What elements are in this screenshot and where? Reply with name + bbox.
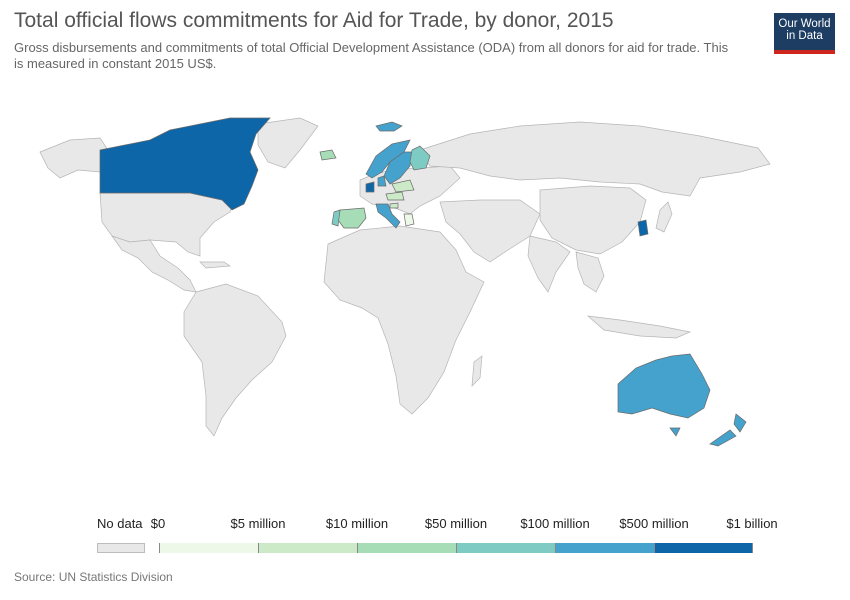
legend-label-500m: $500 million — [619, 516, 689, 531]
legend-no-data-swatch[interactable] — [97, 543, 145, 553]
country-greenland[interactable] — [257, 117, 319, 169]
legend-label-1b: $1 billion — [726, 516, 778, 531]
country-denmark[interactable] — [377, 175, 387, 187]
country-czechia[interactable] — [385, 191, 405, 201]
country-italy[interactable] — [375, 203, 401, 229]
legend-bin-0[interactable] — [159, 543, 258, 553]
country-slovenia[interactable] — [389, 202, 399, 209]
country-alaska[interactable] — [39, 137, 109, 179]
country-portugal[interactable] — [331, 209, 341, 227]
world-map — [39, 117, 771, 447]
legend-label-0: $0 — [150, 516, 166, 531]
logo-line-1: Our World — [778, 18, 831, 30]
country-new-zealand[interactable] — [709, 413, 747, 447]
country-madagascar[interactable] — [471, 355, 483, 387]
owid-logo[interactable]: Our World in Data — [774, 13, 835, 54]
country-india[interactable] — [527, 235, 571, 293]
logo-line-2: in Data — [786, 30, 823, 42]
country-china[interactable] — [539, 185, 647, 255]
country-finland[interactable] — [409, 145, 431, 171]
legend: No data $0 $5 million $10 million $50 mi… — [0, 510, 850, 560]
chart-title: Total official flows commitments for Aid… — [14, 9, 614, 32]
country-russia[interactable] — [419, 121, 771, 197]
country-netherlands[interactable] — [365, 181, 375, 193]
legend-label-10m: $10 million — [325, 516, 389, 531]
legend-bin-1[interactable] — [258, 543, 357, 553]
country-greece[interactable] — [403, 213, 415, 227]
country-tasmania[interactable] — [669, 427, 681, 437]
logo-red-bar — [774, 50, 835, 54]
chart-subtitle: Gross disbursements and commitments of t… — [14, 40, 729, 71]
legend-label-50m: $50 million — [424, 516, 488, 531]
country-ireland[interactable] — [319, 149, 337, 161]
legend-no-data-label: No data — [97, 516, 143, 531]
legend-bin-2[interactable] — [357, 543, 456, 553]
legend-bin-5[interactable] — [654, 543, 753, 553]
country-indonesia[interactable] — [586, 315, 692, 339]
legend-bin-3[interactable] — [456, 543, 555, 553]
country-japan[interactable] — [655, 201, 673, 233]
legend-label-5m: $5 million — [230, 516, 286, 531]
country-cuba[interactable] — [199, 261, 232, 269]
legend-label-100m: $100 million — [520, 516, 590, 531]
country-australia[interactable] — [617, 353, 711, 419]
legend-bin-4[interactable] — [555, 543, 654, 553]
country-se-asia[interactable] — [575, 251, 605, 293]
country-south-america[interactable] — [183, 283, 287, 437]
country-spain[interactable] — [337, 207, 367, 229]
country-poland[interactable] — [391, 179, 415, 193]
country-canada[interactable] — [99, 117, 271, 211]
source-note[interactable]: Source: UN Statistics Division — [14, 570, 173, 584]
country-iceland[interactable] — [375, 121, 403, 132]
country-middle-east[interactable] — [439, 199, 541, 263]
country-south-korea[interactable] — [637, 219, 649, 237]
country-africa[interactable] — [323, 225, 485, 415]
